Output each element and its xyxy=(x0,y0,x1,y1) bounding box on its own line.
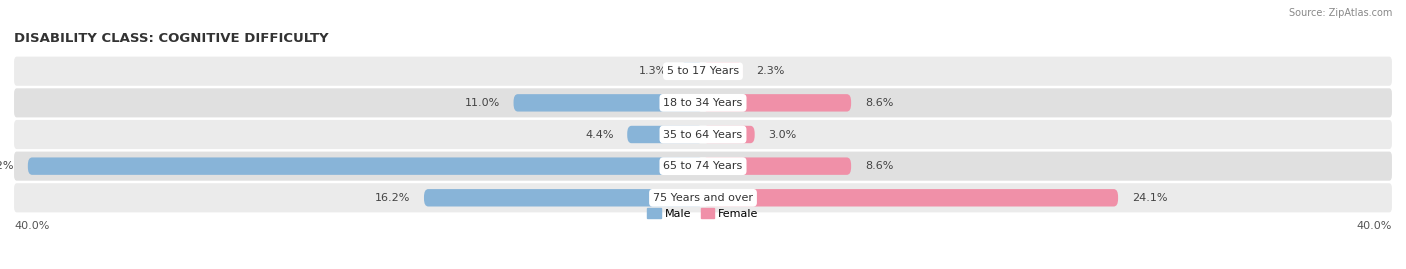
Text: 24.1%: 24.1% xyxy=(1132,193,1167,203)
Text: 11.0%: 11.0% xyxy=(464,98,499,108)
FancyBboxPatch shape xyxy=(703,189,1118,207)
FancyBboxPatch shape xyxy=(703,157,851,175)
FancyBboxPatch shape xyxy=(14,152,1392,181)
Text: Source: ZipAtlas.com: Source: ZipAtlas.com xyxy=(1288,8,1392,18)
Legend: Male, Female: Male, Female xyxy=(643,204,763,224)
Text: DISABILITY CLASS: COGNITIVE DIFFICULTY: DISABILITY CLASS: COGNITIVE DIFFICULTY xyxy=(14,32,329,45)
Text: 40.0%: 40.0% xyxy=(1357,221,1392,231)
FancyBboxPatch shape xyxy=(28,157,703,175)
FancyBboxPatch shape xyxy=(703,94,851,112)
Text: 16.2%: 16.2% xyxy=(375,193,411,203)
Text: 4.4%: 4.4% xyxy=(585,129,613,140)
FancyBboxPatch shape xyxy=(14,183,1392,212)
Text: 8.6%: 8.6% xyxy=(865,98,893,108)
FancyBboxPatch shape xyxy=(681,62,703,80)
FancyBboxPatch shape xyxy=(14,120,1392,149)
Text: 75 Years and over: 75 Years and over xyxy=(652,193,754,203)
FancyBboxPatch shape xyxy=(425,189,703,207)
FancyBboxPatch shape xyxy=(513,94,703,112)
FancyBboxPatch shape xyxy=(14,88,1392,117)
Text: 65 to 74 Years: 65 to 74 Years xyxy=(664,161,742,171)
FancyBboxPatch shape xyxy=(627,126,703,143)
Text: 1.3%: 1.3% xyxy=(638,66,666,76)
Text: 35 to 64 Years: 35 to 64 Years xyxy=(664,129,742,140)
Text: 8.6%: 8.6% xyxy=(865,161,893,171)
FancyBboxPatch shape xyxy=(703,62,742,80)
Text: 40.0%: 40.0% xyxy=(14,221,49,231)
FancyBboxPatch shape xyxy=(703,126,755,143)
Text: 5 to 17 Years: 5 to 17 Years xyxy=(666,66,740,76)
Text: 39.2%: 39.2% xyxy=(0,161,14,171)
Text: 2.3%: 2.3% xyxy=(756,66,785,76)
FancyBboxPatch shape xyxy=(14,57,1392,86)
Text: 18 to 34 Years: 18 to 34 Years xyxy=(664,98,742,108)
Text: 3.0%: 3.0% xyxy=(769,129,797,140)
